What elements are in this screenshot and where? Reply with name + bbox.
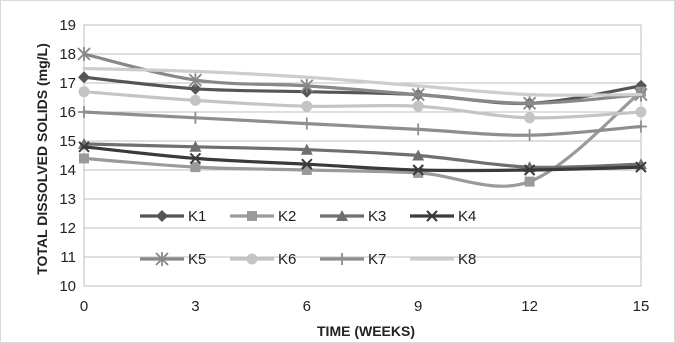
data-point [78, 71, 90, 84]
data-point [79, 153, 89, 164]
data-point [301, 158, 313, 170]
x-axis-title: TIME (WEEKS) [317, 323, 415, 339]
data-point [189, 82, 202, 95]
legend-marker [156, 210, 168, 222]
legend-marker [246, 253, 258, 265]
data-point [300, 117, 313, 130]
legend-item-k4: K4 [410, 208, 476, 225]
legend-marker [247, 211, 257, 221]
series-line-k7 [82, 110, 643, 137]
series-k8 [82, 66, 643, 97]
legend-label: K8 [458, 251, 476, 268]
data-point [77, 47, 91, 61]
series-line-k4 [82, 145, 643, 173]
data-point [78, 106, 90, 118]
data-point [523, 164, 536, 176]
series-k6 [78, 86, 647, 124]
data-point [412, 164, 424, 176]
legend-label: K5 [188, 251, 206, 268]
x-tick-label: 12 [521, 298, 538, 315]
legend-item-k3: K3 [320, 208, 386, 225]
legend-label: K2 [278, 208, 296, 225]
y-tick-label: 16 [59, 104, 76, 121]
x-tick-label: 6 [303, 298, 311, 315]
data-point [188, 73, 203, 88]
data-point [300, 78, 314, 93]
data-point [523, 129, 536, 142]
series-k4 [78, 141, 647, 176]
data-point [524, 112, 536, 124]
data-point [190, 162, 201, 173]
data-point [189, 152, 202, 165]
legend-marker [426, 210, 438, 222]
legend-label: K7 [368, 251, 386, 268]
series-line-k5 [82, 52, 643, 105]
y-tick-label: 12 [59, 220, 76, 237]
legend-item-k6: K6 [230, 251, 296, 268]
data-point [635, 161, 647, 173]
y-tick-label: 17 [59, 75, 76, 92]
data-point [522, 96, 537, 111]
legend: K1 K2 K3 K4 K5 K6 K7 K8 [140, 208, 476, 268]
data-point [411, 87, 425, 102]
data-point [524, 176, 535, 187]
y-tick-label: 10 [59, 278, 76, 295]
data-point [412, 149, 425, 161]
y-tick-label: 13 [59, 191, 76, 208]
legend-label: K1 [188, 208, 206, 225]
y-tick-label: 18 [59, 46, 76, 63]
y-tick-labels: 10 11 12 13 14 15 16 17 18 19 [59, 17, 76, 295]
data-point [301, 100, 313, 112]
y-tick-label: 14 [59, 162, 76, 179]
data-point [412, 123, 425, 136]
x-tick-label: 15 [633, 298, 650, 315]
data-point [78, 86, 90, 98]
series-line-k3 [82, 142, 643, 170]
y-tick-label: 11 [60, 249, 76, 266]
x-tick-label: 9 [414, 298, 422, 315]
legend-label: K6 [278, 251, 296, 268]
legend-item-k2: K2 [230, 208, 296, 225]
series-line-k6 [82, 90, 643, 120]
legend-marker [336, 210, 348, 221]
data-point [189, 94, 201, 106]
x-tick-label: 0 [80, 298, 88, 315]
legend-item-k5: K5 [140, 251, 206, 268]
y-tick-label: 19 [59, 17, 76, 34]
legend-marker [336, 253, 348, 265]
legend-item-k7: K7 [320, 251, 386, 268]
legend-label: K4 [458, 208, 476, 225]
x-tick-labels: 0 3 6 9 12 15 [80, 298, 650, 315]
series-line-k8 [82, 66, 643, 97]
data-point [412, 100, 424, 112]
data-point [78, 141, 90, 153]
data-point [189, 140, 202, 152]
legend-label: K3 [368, 208, 386, 225]
data-point [413, 167, 424, 178]
legend-item-k8: K8 [410, 251, 476, 268]
series-k7 [78, 106, 647, 142]
y-axis-title: TOTAL DISSOLVED SOLIDS (mg/L) [34, 43, 50, 275]
legend-marker [155, 252, 169, 266]
y-tick-label: 15 [59, 133, 76, 150]
data-point [635, 120, 647, 133]
legend-item-k1: K1 [140, 208, 206, 225]
data-point [189, 111, 202, 124]
series-lines [77, 47, 648, 188]
data-point [300, 143, 313, 155]
x-tick-label: 3 [191, 298, 199, 315]
data-point [635, 106, 647, 118]
data-point [301, 165, 312, 175]
